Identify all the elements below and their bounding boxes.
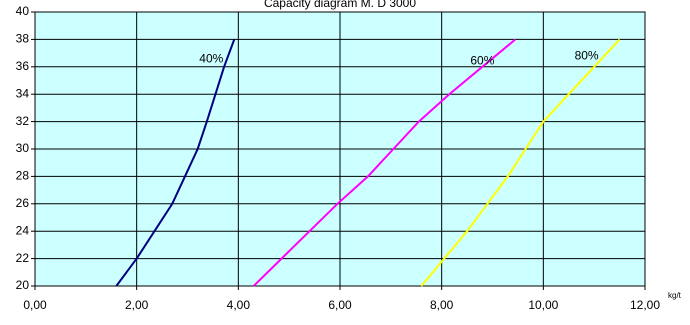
x-tick-label: 8,00 — [430, 298, 454, 312]
series-line — [115, 39, 236, 287]
x-tick-label: 10,00 — [528, 298, 558, 312]
x-tick-label: 2,00 — [125, 298, 149, 312]
series-label: 40% — [199, 52, 223, 66]
y-tick-label: 34 — [16, 86, 30, 100]
y-tick-label: 30 — [16, 141, 30, 155]
x-tick-label: 6,00 — [328, 298, 352, 312]
chart-title: Capacity diagram M. D 3000 — [264, 0, 416, 10]
y-tick-label: 22 — [16, 251, 30, 265]
y-tick-label: 40 — [16, 4, 30, 18]
series-label: 60% — [470, 54, 494, 68]
y-tick-label: 36 — [16, 59, 30, 73]
y-tick-label: 26 — [16, 196, 30, 210]
y-tick-label: 38 — [16, 32, 30, 46]
y-tick-label: 20 — [16, 278, 30, 292]
y-tick-label: 24 — [16, 223, 30, 237]
series-line — [252, 38, 517, 287]
series-label: 80% — [575, 49, 599, 63]
series-line — [420, 38, 621, 287]
x-tick-label: 0,00 — [23, 298, 47, 312]
x-tick-label: 12,00 — [630, 298, 660, 312]
x-unit: kg/t — [668, 291, 682, 300]
y-tick-label: 28 — [16, 169, 30, 183]
x-tick-label: 4,00 — [227, 298, 251, 312]
y-tick-label: 32 — [16, 114, 30, 128]
